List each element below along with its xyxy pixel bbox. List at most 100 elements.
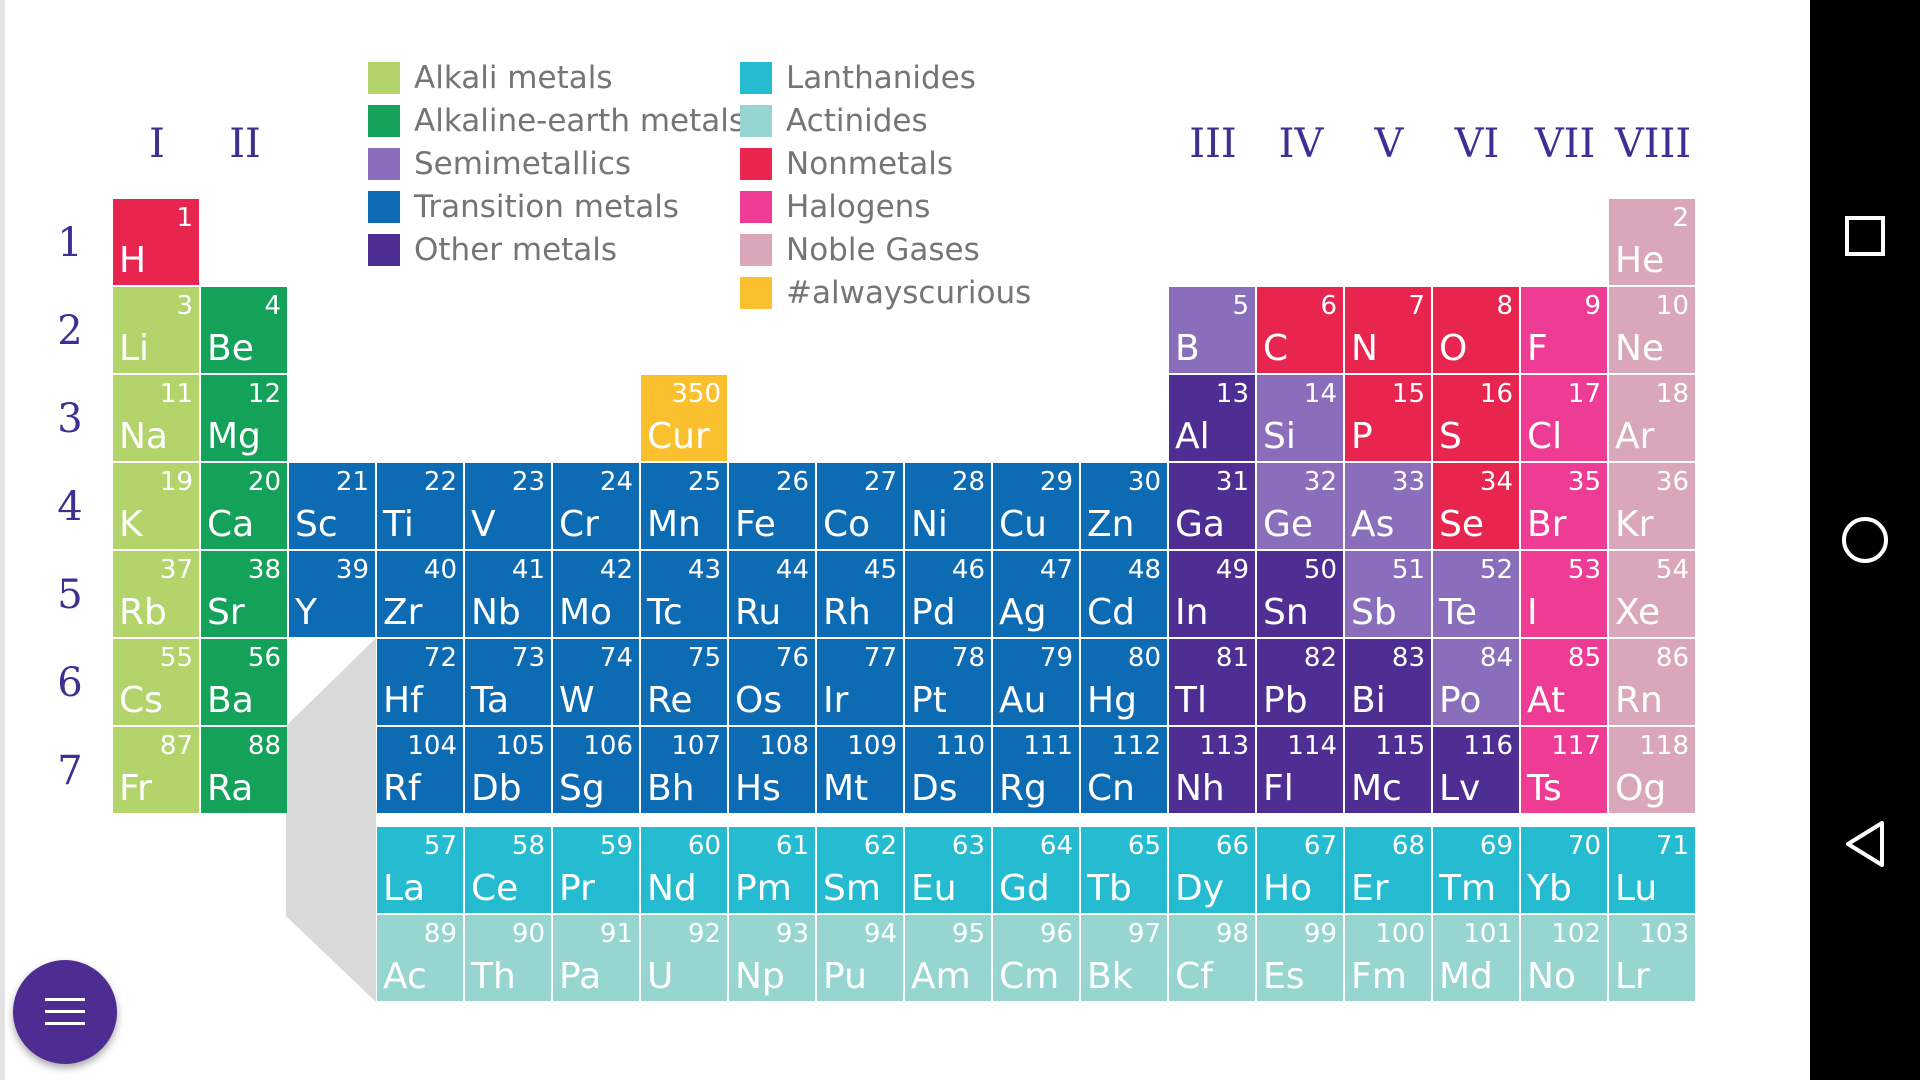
element-cell-sb[interactable]: 51 Sb	[1345, 551, 1431, 637]
element-cell-lr[interactable]: 103 Lr	[1609, 915, 1695, 1001]
element-cell-pt[interactable]: 78 Pt	[905, 639, 991, 725]
element-cell-og[interactable]: 118 Og	[1609, 727, 1695, 813]
element-cell-rb[interactable]: 37 Rb	[113, 551, 199, 637]
element-cell-fl[interactable]: 114 Fl	[1257, 727, 1343, 813]
element-cell-mc[interactable]: 115 Mc	[1345, 727, 1431, 813]
element-cell-li[interactable]: 3 Li	[113, 287, 199, 373]
element-cell-os[interactable]: 76 Os	[729, 639, 815, 725]
element-cell-sn[interactable]: 50 Sn	[1257, 551, 1343, 637]
element-cell-ne[interactable]: 10 Ne	[1609, 287, 1695, 373]
recents-button[interactable]	[1810, 181, 1920, 291]
element-cell-ti[interactable]: 22 Ti	[377, 463, 463, 549]
element-cell-tm[interactable]: 69 Tm	[1433, 827, 1519, 913]
element-cell-ra[interactable]: 88 Ra	[201, 727, 287, 813]
element-cell-mo[interactable]: 42 Mo	[553, 551, 639, 637]
element-cell-po[interactable]: 84 Po	[1433, 639, 1519, 725]
element-cell-ar[interactable]: 18 Ar	[1609, 375, 1695, 461]
element-cell-ho[interactable]: 67 Ho	[1257, 827, 1343, 913]
element-cell-re[interactable]: 75 Re	[641, 639, 727, 725]
element-cell-ce[interactable]: 58 Ce	[465, 827, 551, 913]
element-cell-co[interactable]: 27 Co	[817, 463, 903, 549]
menu-fab-button[interactable]	[13, 960, 117, 1064]
element-cell-tb[interactable]: 65 Tb	[1081, 827, 1167, 913]
element-cell-no[interactable]: 102 No	[1521, 915, 1607, 1001]
element-cell-ts[interactable]: 117 Ts	[1521, 727, 1607, 813]
element-cell-sr[interactable]: 38 Sr	[201, 551, 287, 637]
element-cell-pu[interactable]: 94 Pu	[817, 915, 903, 1001]
element-cell-bk[interactable]: 97 Bk	[1081, 915, 1167, 1001]
element-cell-au[interactable]: 79 Au	[993, 639, 1079, 725]
element-cell-te[interactable]: 52 Te	[1433, 551, 1519, 637]
element-cell-cs[interactable]: 55 Cs	[113, 639, 199, 725]
element-cell-br[interactable]: 35 Br	[1521, 463, 1607, 549]
element-cell-al[interactable]: 13 Al	[1169, 375, 1255, 461]
element-cell-rf[interactable]: 104 Rf	[377, 727, 463, 813]
element-cell-pr[interactable]: 59 Pr	[553, 827, 639, 913]
back-button[interactable]	[1810, 789, 1920, 899]
element-cell-ca[interactable]: 20 Ca	[201, 463, 287, 549]
home-button[interactable]	[1810, 485, 1920, 595]
element-cell-db[interactable]: 105 Db	[465, 727, 551, 813]
element-cell-ta[interactable]: 73 Ta	[465, 639, 551, 725]
element-cell-zn[interactable]: 30 Zn	[1081, 463, 1167, 549]
element-cell-ir[interactable]: 77 Ir	[817, 639, 903, 725]
element-cell-md[interactable]: 101 Md	[1433, 915, 1519, 1001]
element-cell-cn[interactable]: 112 Cn	[1081, 727, 1167, 813]
element-cell-tl[interactable]: 81 Tl	[1169, 639, 1255, 725]
element-cell-cu[interactable]: 29 Cu	[993, 463, 1079, 549]
element-cell-nh[interactable]: 113 Nh	[1169, 727, 1255, 813]
element-cell-fe[interactable]: 26 Fe	[729, 463, 815, 549]
element-cell-lv[interactable]: 116 Lv	[1433, 727, 1519, 813]
element-cell-pa[interactable]: 91 Pa	[553, 915, 639, 1001]
element-cell-lu[interactable]: 71 Lu	[1609, 827, 1695, 913]
element-cell-zr[interactable]: 40 Zr	[377, 551, 463, 637]
element-cell-cl[interactable]: 17 Cl	[1521, 375, 1607, 461]
element-cell-s[interactable]: 16 S	[1433, 375, 1519, 461]
element-cell-ba[interactable]: 56 Ba	[201, 639, 287, 725]
element-cell-la[interactable]: 57 La	[377, 827, 463, 913]
element-cell-pb[interactable]: 82 Pb	[1257, 639, 1343, 725]
element-cell-he[interactable]: 2 He	[1609, 199, 1695, 285]
element-cell-ds[interactable]: 110 Ds	[905, 727, 991, 813]
element-cell-as[interactable]: 33 As	[1345, 463, 1431, 549]
element-cell-sc[interactable]: 21 Sc	[289, 463, 375, 549]
element-cell-yb[interactable]: 70 Yb	[1521, 827, 1607, 913]
element-cell-w[interactable]: 74 W	[553, 639, 639, 725]
element-cell-mn[interactable]: 25 Mn	[641, 463, 727, 549]
element-cell-fm[interactable]: 100 Fm	[1345, 915, 1431, 1001]
element-cell-rh[interactable]: 45 Rh	[817, 551, 903, 637]
element-cell-ni[interactable]: 28 Ni	[905, 463, 991, 549]
element-cell-bh[interactable]: 107 Bh	[641, 727, 727, 813]
element-cell-eu[interactable]: 63 Eu	[905, 827, 991, 913]
element-cell-mg[interactable]: 12 Mg	[201, 375, 287, 461]
element-cell-gd[interactable]: 64 Gd	[993, 827, 1079, 913]
element-cell-cur[interactable]: 350 Cur	[641, 375, 727, 461]
element-cell-er[interactable]: 68 Er	[1345, 827, 1431, 913]
element-cell-nb[interactable]: 41 Nb	[465, 551, 551, 637]
element-cell-in[interactable]: 49 In	[1169, 551, 1255, 637]
element-cell-es[interactable]: 99 Es	[1257, 915, 1343, 1001]
element-cell-ru[interactable]: 44 Ru	[729, 551, 815, 637]
element-cell-na[interactable]: 11 Na	[113, 375, 199, 461]
element-cell-ag[interactable]: 47 Ag	[993, 551, 1079, 637]
element-cell-np[interactable]: 93 Np	[729, 915, 815, 1001]
element-cell-cf[interactable]: 98 Cf	[1169, 915, 1255, 1001]
element-cell-se[interactable]: 34 Se	[1433, 463, 1519, 549]
element-cell-fr[interactable]: 87 Fr	[113, 727, 199, 813]
element-cell-at[interactable]: 85 At	[1521, 639, 1607, 725]
element-cell-bi[interactable]: 83 Bi	[1345, 639, 1431, 725]
element-cell-dy[interactable]: 66 Dy	[1169, 827, 1255, 913]
element-cell-hf[interactable]: 72 Hf	[377, 639, 463, 725]
element-cell-am[interactable]: 95 Am	[905, 915, 991, 1001]
element-cell-rg[interactable]: 111 Rg	[993, 727, 1079, 813]
element-cell-ge[interactable]: 32 Ge	[1257, 463, 1343, 549]
element-cell-k[interactable]: 19 K	[113, 463, 199, 549]
element-cell-hg[interactable]: 80 Hg	[1081, 639, 1167, 725]
element-cell-sg[interactable]: 106 Sg	[553, 727, 639, 813]
element-cell-y[interactable]: 39 Y	[289, 551, 375, 637]
